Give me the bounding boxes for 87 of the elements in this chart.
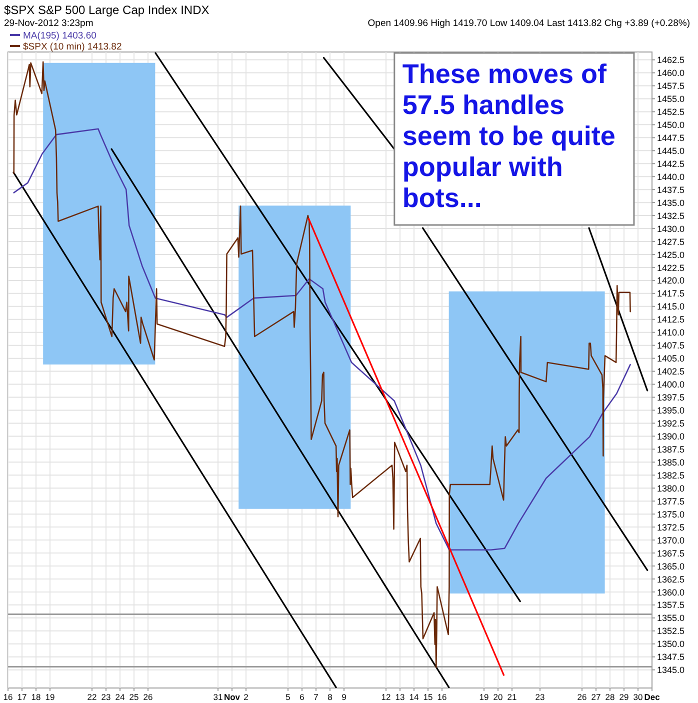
y-tick-label: 1377.5 <box>657 496 685 506</box>
y-tick-label: 1457.5 <box>657 81 685 92</box>
x-tick-label: 12 <box>381 692 391 702</box>
y-tick-label: 1420.0 <box>657 276 685 286</box>
y-tick-label: 1392.5 <box>657 418 685 429</box>
y-tick-label: 1440.0 <box>657 172 685 182</box>
x-tick-label: 26 <box>143 692 153 702</box>
x-tick-label: 19 <box>479 692 489 702</box>
y-tick-label: 1367.5 <box>657 548 685 558</box>
y-tick-label: 1425.0 <box>657 250 685 260</box>
chart-title: $SPX S&P 500 Large Cap Index INDX <box>4 3 210 17</box>
y-tick-label: 1427.5 <box>657 236 685 247</box>
x-tick-label: 31 <box>213 692 223 702</box>
y-tick-label: 1362.5 <box>657 574 685 584</box>
y-tick-label: 1402.5 <box>657 366 685 377</box>
line-series <box>13 61 631 668</box>
y-tick-label: 1437.5 <box>657 184 685 195</box>
y-tick-label: 1462.5 <box>657 55 685 66</box>
y-tick-label: 1360.0 <box>657 587 685 598</box>
y-tick-label: 1365.0 <box>657 561 685 572</box>
x-tick-label: 23 <box>535 692 545 702</box>
y-tick-label: 1385.0 <box>657 457 685 468</box>
x-tick-label: 23 <box>101 692 111 702</box>
x-tick-label: 24 <box>115 692 125 702</box>
y-tick-label: 1370.0 <box>657 535 685 546</box>
y-tick-label: 1355.0 <box>657 613 685 624</box>
x-tick-label: 27 <box>591 692 601 702</box>
x-tick-label: 22 <box>87 692 97 702</box>
legend-label: MA(195) 1403.60 <box>23 30 96 42</box>
x-tick-label: Dec <box>644 692 660 702</box>
x-tick-label: 9 <box>342 692 347 702</box>
x-tick-label: 26 <box>577 692 587 702</box>
x-tick-label: 14 <box>409 692 419 702</box>
y-tick-label: 1382.5 <box>657 470 685 480</box>
y-tick-label: 1395.0 <box>657 406 685 416</box>
y-tick-label: 1352.5 <box>657 626 685 636</box>
y-tick-label: 1375.0 <box>657 509 685 520</box>
x-tick-label: 13 <box>395 692 405 702</box>
y-tick-label: 1415.0 <box>657 302 685 312</box>
annotation: These moves of 57.5 handles seem to be quite popular with bots... <box>402 59 616 213</box>
x-tick-label: 2 <box>244 692 249 702</box>
y-tick-label: 1447.5 <box>657 132 685 143</box>
x-tick-label: 5 <box>286 692 291 702</box>
y-tick-label: 1400.0 <box>657 380 685 390</box>
x-tick-label: Nov <box>224 692 240 702</box>
y-tick-label: 1372.5 <box>657 522 685 532</box>
text: Open 1409.96 High 1419.70 Low 1409.04 Last 1413.82 Chg +3.89 (+0.28%) <box>368 18 690 29</box>
y-tick-label: 1432.5 <box>657 210 685 221</box>
x-tick-label: 20 <box>493 692 503 702</box>
y-tick-label: 1405.0 <box>657 354 685 364</box>
y-tick-label: 1345.0 <box>657 665 685 676</box>
x-tick-label: 21 <box>507 692 517 702</box>
x-tick-label: 18 <box>31 692 41 702</box>
legend-label: $SPX (10 min) 1413.82 <box>23 42 122 52</box>
y-tick-label: 1387.5 <box>657 444 685 454</box>
y-tick-label: 1445.0 <box>657 146 685 156</box>
x-tick-label: 15 <box>423 692 433 702</box>
y-tick-label: 1435.0 <box>657 198 685 208</box>
x-tick-label: 17 <box>17 692 27 702</box>
x-tick-label: 16 <box>437 692 447 702</box>
x-tick-label: 28 <box>605 692 615 702</box>
x-tick-label: 25 <box>129 692 139 702</box>
y-tick-label: 1350.0 <box>657 639 685 650</box>
y-tick-label: 1452.5 <box>657 107 685 118</box>
y-tick-label: 1397.5 <box>657 392 685 403</box>
y-tick-label: 1412.5 <box>657 314 685 325</box>
y-tick-label: 1357.5 <box>657 600 685 610</box>
y-tick-label: 1455.0 <box>657 94 685 104</box>
y-tick-label: 1422.5 <box>657 262 685 273</box>
y-tick-label: 1380.0 <box>657 483 685 494</box>
y-tick-label: 1407.5 <box>657 340 685 351</box>
x-tick-label: 19 <box>45 692 55 702</box>
y-tick-label: 1410.0 <box>657 328 685 338</box>
x-tick-label: 8 <box>328 692 333 702</box>
x-tick-label: 29 <box>619 692 629 702</box>
y-tick-label: 1450.0 <box>657 120 685 130</box>
chart-subtitle: 29-Nov-2012 3:23pm <box>4 18 94 29</box>
y-tick-label: 1442.5 <box>657 158 685 169</box>
x-tick-label: 7 <box>314 692 319 702</box>
x-tick-label: 16 <box>3 692 13 702</box>
y-tick-label: 1460.0 <box>657 68 685 78</box>
y-tick-label: 1390.0 <box>657 431 685 442</box>
y-tick-label: 1347.5 <box>657 652 685 662</box>
y-tick-label: 1430.0 <box>657 224 685 234</box>
x-tick-label: 6 <box>300 692 305 702</box>
y-tick-label: 1417.5 <box>657 288 685 299</box>
x-tick-label: 30 <box>633 692 643 702</box>
